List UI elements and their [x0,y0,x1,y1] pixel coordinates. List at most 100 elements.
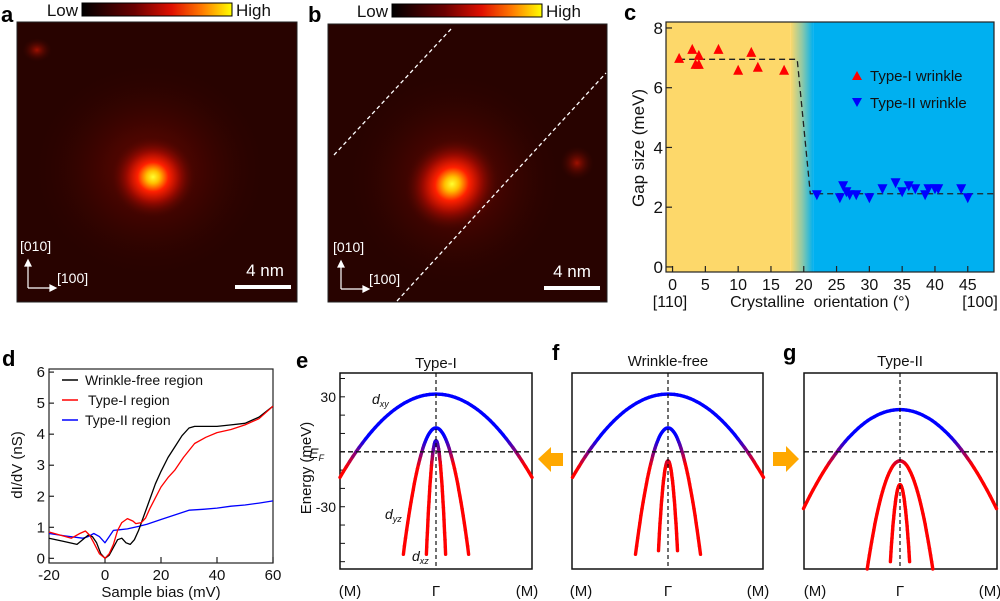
panel-c: c 0 5 10 15 20 25 30 35 40 45 0 2 4 6 8 Type-I wrinkle… [624,0,998,311]
type1-marker [752,61,763,72]
legend-label: Type-II region [85,412,171,428]
panel-label-d: d [2,346,15,371]
map-frame [327,23,608,303]
type1-marker [693,49,704,60]
wrinkle-boundary-line [396,72,607,302]
colorbar-low-label: Low [47,1,79,20]
x-label-m-right: (M) [516,583,539,600]
panel-f: f Wrinkle-free (M) Γ (M) [552,340,769,600]
type1-marker [746,46,757,57]
x-tick-label: 20 [795,277,813,294]
scale-bar-label: 4 nm [246,261,284,280]
band-label-dxy: dxy [372,391,389,409]
type2-marker [962,193,973,204]
type2-marker [851,190,862,201]
colorbar [391,3,543,18]
y-tick-label: 4 [654,138,663,157]
panel-label-a: a [1,2,14,27]
y-tick-label: 2 [654,198,663,217]
colorbar-high-label: High [546,2,581,21]
axis-arrows-icon [24,258,58,292]
x-tick-label: 10 [729,277,747,294]
y-tick-label: 0 [37,550,45,567]
impurity-spot [403,136,501,232]
x-label-m-right: (M) [747,583,770,600]
colorbar-high-label: High [236,1,271,20]
band-dyz-segment [697,544,703,556]
legend-label: Wrinkle-free region [85,372,203,388]
axis-label-100: [100] [369,271,400,287]
axis-label-100: [100] [57,270,88,286]
x-tick-label: 40 [926,277,944,294]
x-tick-label: 20 [153,567,170,584]
legend-marker-type2 [852,98,862,107]
x-axis-left-direction: [110] [653,294,687,311]
type2-marker [897,187,908,198]
scale-bar [544,286,600,290]
y-tick-minus-30: -30 [316,499,336,515]
y-tick-label: 0 [654,258,663,277]
x-tick-label: 15 [762,277,780,294]
type2-marker [910,184,921,195]
y-tick-label: 8 [654,19,663,38]
y-axis-label: Energy (meV) [298,422,315,515]
x-tick-label: 0 [101,567,109,584]
type2-marker [920,190,931,201]
legend-label: Type-I region [88,392,170,408]
x-tick-label: 40 [209,567,226,584]
panel-title: Type-II [877,353,923,370]
type1-marker [674,52,685,63]
axis-label-010: [010] [20,238,51,254]
panel-label-e: e [296,348,308,373]
scale-bar-label: 4 nm [553,262,591,281]
y-tick-label: 6 [37,364,45,381]
x-label-gamma: Γ [664,583,672,600]
x-tick-label: 35 [893,277,911,294]
legend-marker-type1 [852,71,862,80]
x-axis-label: Crystalline orientation (°) [730,294,910,311]
region-type2-background [813,22,994,272]
x-tick-label: 30 [860,277,878,294]
y-tick-label: 2 [37,488,45,505]
band-dxy-segment [991,500,999,511]
x-axis-label: Sample bias (mV) [101,584,220,601]
type1-marker [713,43,724,54]
x-tick-label: -20 [38,567,60,584]
panel-label-g: g [783,340,796,365]
type2-marker [923,184,934,195]
band-dxy-segment [527,470,534,480]
y-tick-label: 5 [37,395,45,412]
x-label-gamma: Γ [432,583,440,600]
map-frame [16,21,298,303]
y-tick-30: 30 [320,389,336,405]
y-tick-label: 6 [654,79,663,98]
x-tick-label: 45 [959,277,977,294]
panel-a: a Low High [010] [100] 4 nm [1,1,298,303]
panel-b: b Low High [010] [100] 4 nm [308,2,608,303]
region-type1-background [666,22,791,272]
panel-label-c: c [624,0,636,25]
arrow-left-icon [538,447,563,472]
type2-marker [844,190,855,201]
type2-marker [890,178,901,189]
type2-marker [838,181,849,192]
band-dyz-segment [930,560,935,571]
scale-bar [235,285,291,289]
type1-marker [687,43,698,54]
panel-title: Wrinkle-free [628,353,709,370]
x-tick-label: 60 [265,567,282,584]
series-line-type-i-region [48,405,274,559]
axis-arrows-icon [337,259,371,293]
x-tick-label: 0 [668,277,677,294]
axis-label-010: [010] [333,239,364,255]
faint-spot [22,38,52,62]
impurity-spot [109,135,197,219]
band-dxy-segment [758,470,766,480]
type2-marker [903,181,914,192]
faint-spot [560,146,594,180]
panel-g: g Type-II (M) Γ (M) [783,340,1000,600]
colorbar [81,2,233,17]
wrinkle-boundary-line [333,28,452,156]
